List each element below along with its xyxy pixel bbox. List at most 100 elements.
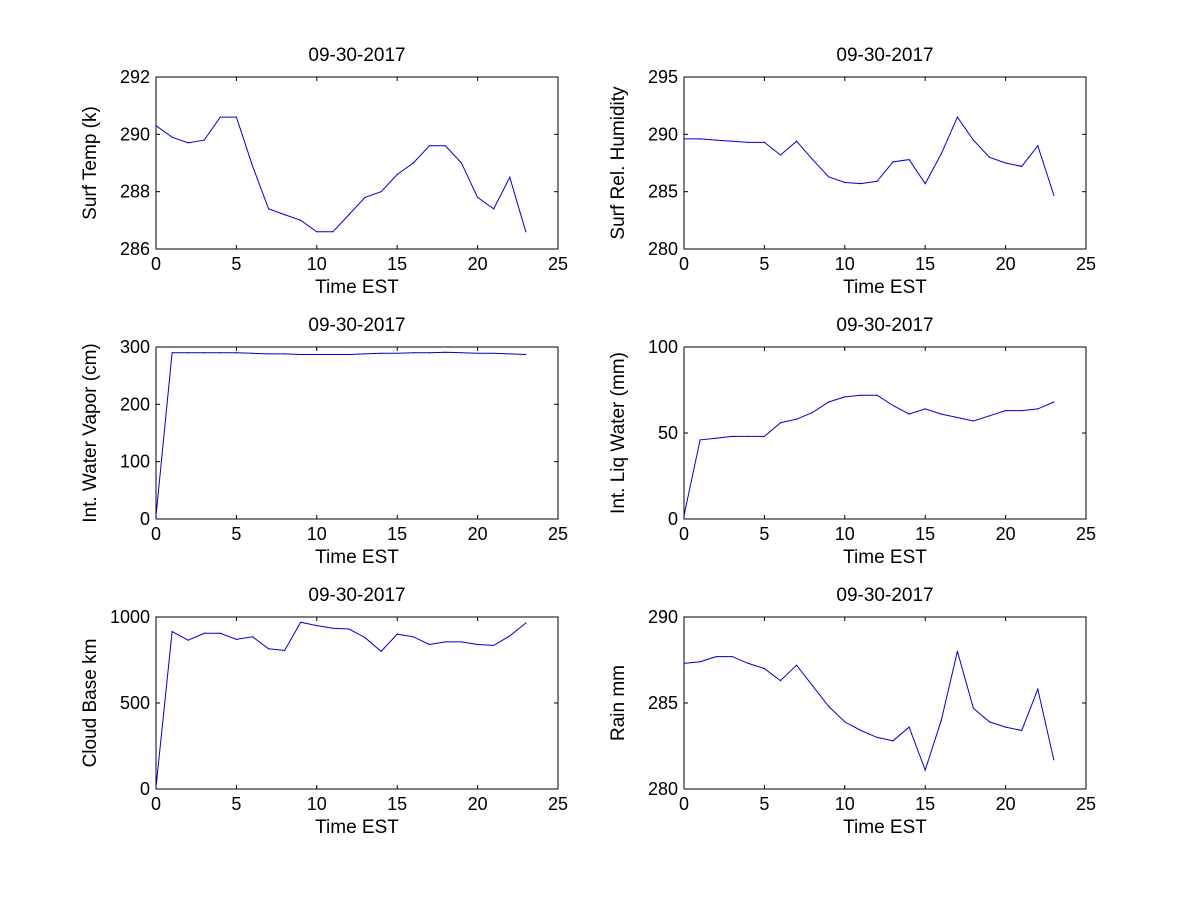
- data-point: [924, 408, 926, 410]
- x-tick-label: 15: [915, 794, 935, 814]
- data-point: [860, 394, 862, 396]
- x-tick-label: 20: [996, 524, 1016, 544]
- data-point: [699, 138, 701, 140]
- x-tick-label: 10: [835, 524, 855, 544]
- data-point: [796, 664, 798, 666]
- chart-title: 09-30-2017: [308, 315, 405, 336]
- data-point: [203, 139, 205, 141]
- data-point: [509, 176, 511, 178]
- data-point: [300, 353, 302, 356]
- data-point: [812, 159, 814, 161]
- data-point: [219, 116, 221, 118]
- x-tick-label: 0: [679, 254, 689, 274]
- chart-panel-6: 0 5 10 15 20 25 280 285 290 09-30-2017 Time EST Rai…: [608, 585, 1096, 838]
- data-point: [235, 638, 237, 641]
- x-tick-label: 15: [915, 254, 935, 274]
- data-point: [235, 116, 237, 118]
- data-point: [332, 627, 334, 629]
- data-point: [380, 650, 382, 653]
- chart-panel-5: 0 5 10 15 20 25 0 500 1000 09-30-2017 Time EST Clou…: [80, 585, 568, 838]
- data-point: [348, 214, 350, 216]
- chart-panel-1: 0 5 10 15 20 25 286 288 290 292 09-30-2017 Time EST…: [80, 45, 568, 298]
- data-point: [828, 705, 830, 708]
- data-point: [235, 352, 237, 354]
- data-point: [364, 353, 366, 355]
- data-point: [171, 631, 173, 633]
- data-point: [828, 401, 830, 403]
- data-point: [493, 208, 495, 210]
- data-point: [763, 435, 766, 437]
- data-point: [940, 413, 942, 415]
- y-tick-label: 300: [120, 337, 150, 357]
- chart-title: 09-30-2017: [308, 45, 405, 66]
- data-point: [956, 416, 959, 419]
- data-point: [683, 138, 685, 140]
- data-point: [525, 622, 527, 624]
- y-tick-label: 200: [120, 394, 150, 414]
- data-point: [219, 352, 221, 354]
- data-point: [683, 662, 685, 665]
- data-point: [956, 650, 959, 653]
- y-tick-label: 292: [120, 67, 150, 87]
- x-tick-label: 0: [151, 794, 161, 814]
- data-point: [155, 125, 157, 127]
- data-point: [477, 352, 479, 354]
- x-tick-label: 5: [231, 794, 241, 814]
- data-point: [988, 156, 991, 158]
- y-tick-label: 100: [120, 452, 150, 472]
- data-point: [715, 656, 717, 658]
- x-tick-label: 20: [996, 794, 1016, 814]
- data-point: [940, 719, 942, 721]
- series-line: [155, 621, 527, 788]
- y-tick-label: 500: [120, 693, 150, 713]
- x-tick-label: 10: [835, 794, 855, 814]
- y-tick-label: 100: [648, 337, 678, 357]
- chart-title: 09-30-2017: [836, 45, 933, 66]
- x-tick-label: 0: [151, 524, 161, 544]
- data-point: [731, 140, 733, 142]
- y-tick-label: 290: [648, 124, 678, 144]
- data-point: [1053, 401, 1055, 403]
- series-line: [683, 394, 1054, 516]
- chart-title: 09-30-2017: [308, 585, 405, 606]
- data-point: [460, 641, 463, 643]
- data-point: [203, 352, 205, 354]
- x-tick-label: 25: [1076, 794, 1096, 814]
- x-axis-label: Time EST: [315, 277, 399, 298]
- data-point: [699, 661, 701, 663]
- y-tick-label: 290: [648, 607, 678, 627]
- x-tick-label: 15: [915, 524, 935, 544]
- data-point: [251, 352, 254, 354]
- data-point: [924, 769, 926, 771]
- y-tick-label: 286: [120, 239, 150, 259]
- data-point: [747, 662, 749, 665]
- data-point: [396, 633, 398, 635]
- x-tick-label: 10: [307, 794, 327, 814]
- chart-panel-3: 0 5 10 15 20 25 0 100 200 300 09-30-2017 Time EST In…: [80, 315, 568, 568]
- x-tick-label: 25: [1076, 254, 1096, 274]
- x-tick-label: 5: [759, 524, 769, 544]
- x-tick-label: 5: [231, 254, 241, 274]
- data-point: [860, 729, 862, 732]
- y-tick-label: 295: [648, 67, 678, 87]
- data-point: [300, 621, 302, 623]
- data-point: [187, 639, 189, 641]
- y-tick-label: 1000: [110, 607, 150, 627]
- data-point: [300, 219, 302, 221]
- data-point: [1021, 165, 1023, 167]
- x-axis-label: Time EST: [843, 547, 927, 568]
- data-point: [1005, 726, 1007, 728]
- data-point: [908, 726, 910, 728]
- x-axis-label: Time EST: [315, 547, 399, 568]
- data-point: [779, 680, 782, 682]
- data-point: [525, 231, 527, 233]
- data-point: [316, 231, 318, 233]
- data-point: [1053, 194, 1055, 196]
- plot-frame: [155, 76, 559, 250]
- data-point: [892, 404, 894, 407]
- data-point: [155, 515, 157, 517]
- data-point: [763, 141, 766, 143]
- data-point: [940, 153, 942, 155]
- series-line: [155, 351, 526, 517]
- chart-title: 09-30-2017: [836, 315, 933, 336]
